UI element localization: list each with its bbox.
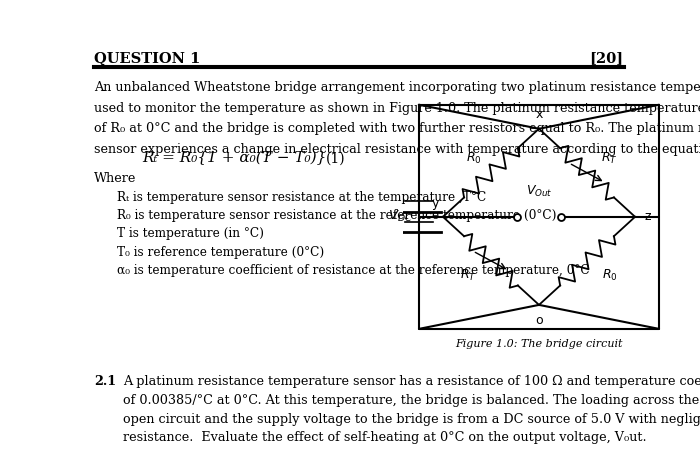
Text: T is temperature (in °C): T is temperature (in °C) [118,227,265,240]
Text: $V_{DC}$: $V_{DC}$ [388,209,412,224]
Text: open circuit and the supply voltage to the bridge is from a DC source of 5.0 V w: open circuit and the supply voltage to t… [122,413,700,426]
Text: R₀ is temperature sensor resistance at the reference temperature (0°C): R₀ is temperature sensor resistance at t… [118,209,556,222]
Text: QUESTION 1: QUESTION 1 [94,51,200,65]
Text: o: o [536,314,542,327]
Text: (1): (1) [326,151,346,165]
Text: $R_T$: $R_T$ [601,151,618,166]
Text: x: x [536,108,542,121]
Text: [20]: [20] [589,51,624,65]
Text: α₀ is temperature coefficient of resistance at the reference temperature, 0°C: α₀ is temperature coefficient of resista… [118,264,590,277]
Text: used to monitor the temperature as shown in Figure 1.0. The platinum resistance : used to monitor the temperature as shown… [94,102,700,115]
Text: $R_T$: $R_T$ [460,268,477,283]
Text: z: z [645,210,651,223]
Text: Rₜ is temperature sensor resistance at the temperature ,T°C: Rₜ is temperature sensor resistance at t… [118,191,486,204]
Text: resistance.  Evaluate the effect of self-heating at 0°C on the output voltage, V: resistance. Evaluate the effect of self-… [122,432,646,445]
Text: Figure 1.0: The bridge circuit: Figure 1.0: The bridge circuit [455,339,623,348]
Text: 2.1: 2.1 [94,375,116,389]
Text: sensor experiences a change in electrical resistance with temperature according : sensor experiences a change in electrica… [94,143,700,156]
Text: of 0.00385/°C at 0°C. At this temperature, the bridge is balanced. The loading a: of 0.00385/°C at 0°C. At this temperatur… [122,394,700,407]
Text: $V_{Out}$: $V_{Out}$ [526,184,552,199]
Text: y: y [432,198,439,211]
Text: A platinum resistance temperature sensor has a resistance of 100 Ω and temperatu: A platinum resistance temperature sensor… [122,375,700,389]
Text: $R_0$: $R_0$ [601,268,617,283]
Text: T₀ is reference temperature (0°C): T₀ is reference temperature (0°C) [118,246,325,259]
Text: An unbalanced Wheatstone bridge arrangement incorporating two platinum resistanc: An unbalanced Wheatstone bridge arrangem… [94,81,700,94]
Text: of R₀ at 0°C and the bridge is completed with two further resistors equal to R₀.: of R₀ at 0°C and the bridge is completed… [94,122,700,135]
Text: Where: Where [94,172,136,185]
Text: Rₜ = R₀{1 + α₀(T − T₀)}: Rₜ = R₀{1 + α₀(T − T₀)} [141,151,326,166]
Text: $R_0$: $R_0$ [466,151,481,166]
